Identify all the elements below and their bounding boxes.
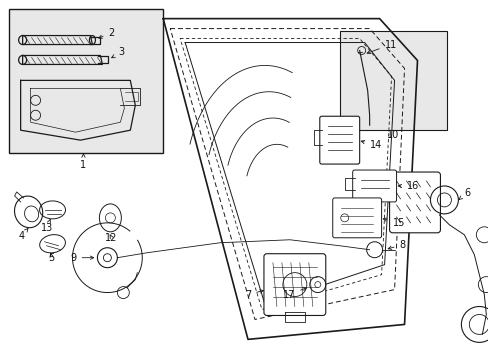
Text: 5: 5: [48, 253, 55, 263]
Text: 7: 7: [244, 289, 263, 300]
FancyBboxPatch shape: [319, 116, 359, 164]
Text: 10: 10: [386, 130, 399, 140]
Text: 14: 14: [361, 140, 381, 150]
FancyBboxPatch shape: [264, 254, 325, 315]
Bar: [339, 31, 447, 130]
Text: 4: 4: [19, 229, 28, 241]
Bar: [9, 9, 163, 153]
Text: 9: 9: [70, 253, 94, 263]
FancyBboxPatch shape: [332, 198, 381, 238]
Text: 1: 1: [80, 154, 86, 170]
Text: 12: 12: [105, 233, 118, 243]
Text: 3: 3: [111, 48, 124, 58]
FancyBboxPatch shape: [352, 170, 396, 202]
Text: 6: 6: [458, 188, 469, 199]
Text: 15: 15: [383, 218, 404, 228]
FancyBboxPatch shape: [389, 172, 440, 233]
Text: 8: 8: [387, 240, 405, 250]
Text: 11: 11: [366, 40, 396, 54]
Text: 17: 17: [283, 288, 305, 300]
Text: 2: 2: [99, 28, 114, 38]
Text: 16: 16: [397, 181, 418, 191]
Text: 13: 13: [41, 220, 53, 233]
